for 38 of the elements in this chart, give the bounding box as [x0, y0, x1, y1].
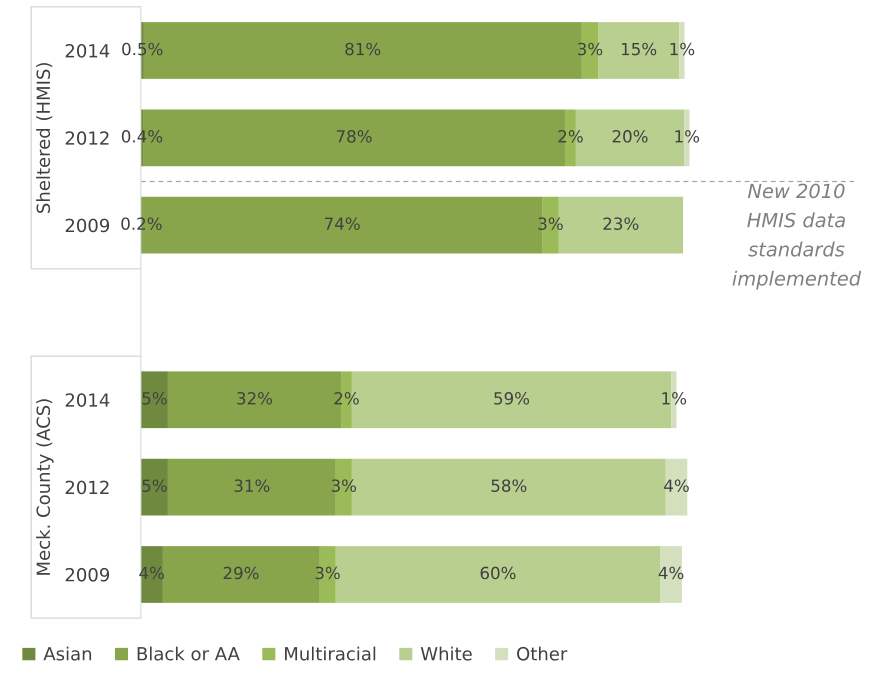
- data-label: 2%: [558, 130, 583, 143]
- data-label: 78%: [336, 130, 372, 143]
- text: Meck. County (ACS): [36, 399, 54, 575]
- data-label: 1%: [675, 130, 700, 143]
- data-label: 3%: [332, 479, 356, 492]
- data-label: 3%: [578, 42, 602, 56]
- y-tick-label: 2014: [66, 44, 110, 58]
- text: New 2010 HMIS data standards implemented: [732, 184, 862, 290]
- data-label: 31%: [234, 479, 270, 492]
- data-label: 5%: [142, 392, 167, 405]
- data-label: 1%: [662, 392, 686, 405]
- data-label: 1%: [670, 42, 694, 56]
- y-tick-label: 2009: [66, 218, 110, 232]
- legend-label: Black or AA: [138, 646, 240, 661]
- legend-label: Multiracial: [285, 646, 376, 661]
- data-label: 60%: [480, 566, 516, 580]
- legend-label: Other: [517, 646, 568, 661]
- data-label: 3%: [538, 217, 563, 230]
- data-label: 4%: [658, 566, 684, 580]
- legend-label: White: [420, 646, 472, 661]
- text: Sheltered (HMIS): [36, 63, 52, 213]
- data-label: 2%: [334, 392, 359, 405]
- data-label: 29%: [224, 566, 259, 580]
- data-label: 59%: [494, 392, 530, 405]
- data-label: 4%: [664, 479, 689, 492]
- y-tick-label: 2014: [66, 393, 110, 407]
- data-label: 5%: [142, 479, 167, 492]
- legend-label: Asian: [43, 646, 92, 661]
- data-label: 23%: [603, 217, 638, 230]
- y-tick-label: 2009: [66, 568, 110, 582]
- data-label: 20%: [612, 130, 648, 143]
- y-tick-label: 2012: [66, 480, 109, 494]
- y-tick-label: 2012: [66, 131, 109, 145]
- data-label: 32%: [237, 392, 272, 405]
- data-label: 15%: [622, 42, 656, 56]
- data-label: 58%: [492, 479, 526, 492]
- data-label: 74%: [324, 217, 360, 230]
- data-label: 81%: [345, 42, 380, 56]
